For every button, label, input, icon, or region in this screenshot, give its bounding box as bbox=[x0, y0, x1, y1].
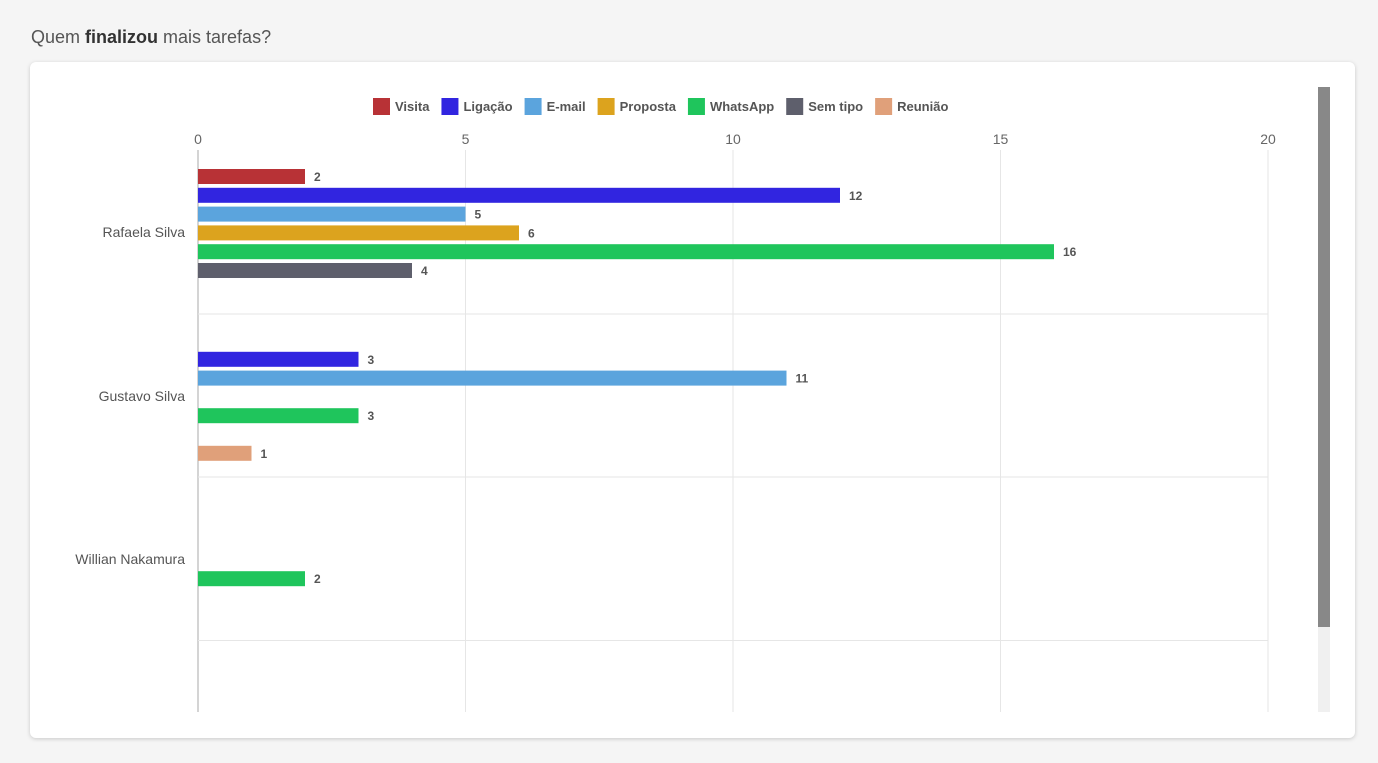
x-tick-label: 15 bbox=[993, 131, 1009, 147]
legend-label-sem-tipo[interactable]: Sem tipo bbox=[808, 99, 863, 114]
legend-swatch-ligacao[interactable] bbox=[441, 98, 459, 115]
x-tick-label: 10 bbox=[725, 131, 741, 147]
legend-swatch-visita[interactable] bbox=[373, 98, 390, 115]
legend-swatch-proposta[interactable] bbox=[597, 98, 615, 115]
data-label: 6 bbox=[528, 226, 535, 240]
data-label: 12 bbox=[849, 189, 863, 203]
chart-card: 0 5 10 15 20 Rafaela Silva Gustavo Silva Willia… bbox=[30, 62, 1355, 738]
legend-label-proposta[interactable]: Proposta bbox=[620, 99, 677, 114]
data-label: 4 bbox=[421, 264, 428, 278]
bar-whatsapp[interactable] bbox=[198, 244, 1054, 260]
data-label: 2 bbox=[314, 572, 321, 586]
bar-proposta[interactable] bbox=[198, 225, 519, 241]
legend-swatch-reuniao[interactable] bbox=[875, 98, 893, 115]
bar-whatsapp[interactable] bbox=[198, 408, 359, 424]
title-suffix: mais tarefas? bbox=[158, 27, 272, 47]
bar-visita[interactable] bbox=[198, 169, 305, 184]
x-tick-label: 5 bbox=[462, 131, 470, 147]
data-label: 5 bbox=[475, 208, 482, 222]
scrollbar-thumb[interactable] bbox=[1318, 87, 1330, 627]
bar-ligacao[interactable] bbox=[198, 187, 840, 203]
legend-label-reuniao[interactable]: Reunião bbox=[897, 99, 948, 114]
legend-swatch-sem-tipo[interactable] bbox=[786, 98, 804, 115]
data-label: 1 bbox=[261, 447, 268, 461]
title-bold: finalizou bbox=[85, 27, 159, 47]
data-label: 11 bbox=[796, 372, 809, 386]
legend-swatch-e-mail[interactable] bbox=[524, 98, 542, 115]
scrollbar-track[interactable] bbox=[1318, 87, 1330, 712]
page-title: Quem finalizou mais tarefas? bbox=[31, 27, 271, 48]
title-prefix: Quem bbox=[31, 27, 86, 47]
category-label: Willian Nakamura bbox=[75, 551, 185, 567]
x-tick-label: 0 bbox=[194, 131, 202, 147]
data-label: 3 bbox=[368, 353, 375, 367]
x-tick-label: 20 bbox=[1260, 131, 1276, 147]
bar-e-mail[interactable] bbox=[198, 370, 787, 386]
bar-reuniao[interactable] bbox=[198, 445, 252, 461]
category-label: Rafaela Silva bbox=[103, 224, 186, 240]
legend-label-ligacao[interactable]: Ligação bbox=[463, 99, 512, 114]
legend-label-e-mail[interactable]: E-mail bbox=[547, 99, 586, 114]
bar-e-mail[interactable] bbox=[198, 206, 466, 222]
category-label: Gustavo Silva bbox=[99, 388, 186, 404]
bar-ligacao[interactable] bbox=[198, 351, 359, 367]
bar-sem-tipo[interactable] bbox=[198, 263, 412, 278]
legend-label-visita[interactable]: Visita bbox=[395, 99, 430, 114]
data-label: 16 bbox=[1063, 245, 1077, 259]
data-label: 3 bbox=[368, 409, 375, 423]
legend-label-whatsapp[interactable]: WhatsApp bbox=[710, 99, 774, 114]
data-label: 2 bbox=[314, 170, 321, 184]
legend-swatch-whatsapp[interactable] bbox=[687, 98, 705, 115]
bar-whatsapp[interactable] bbox=[198, 571, 305, 587]
